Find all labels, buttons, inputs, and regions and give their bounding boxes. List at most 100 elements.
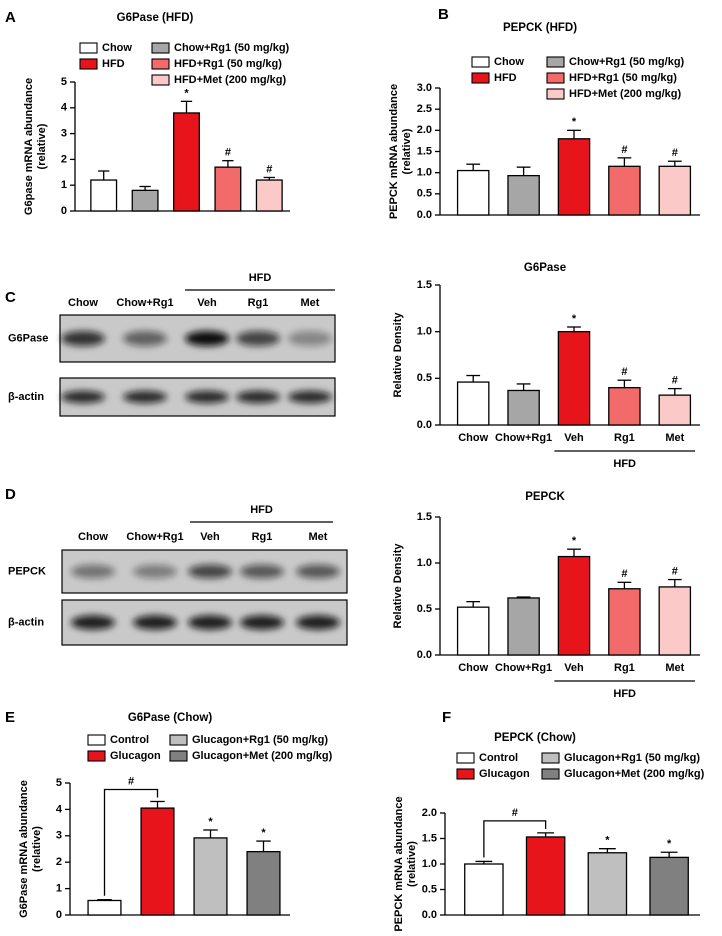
blot-group-label: HFD [249,272,272,284]
y-tick-label: 5 [61,76,67,88]
significance-marker: * [261,827,266,839]
lane-label: Veh [197,297,217,309]
significance-marker: * [184,87,189,99]
bar [255,179,283,212]
legend-label: Chow+Rg1 (50 mg/kg) [569,56,685,68]
y-tick-label: 5 [56,777,62,789]
bar [557,555,591,656]
blot-row-label: G6Pase [8,332,48,344]
legend-swatch [87,734,106,746]
blot-row-label: β-actin [8,616,44,628]
legend-label: Control [479,752,518,764]
legend-label: Glucagon+Rg1 (50 mg/kg) [192,734,328,746]
x-tick-label: Rg1 [614,432,635,444]
chart-title: G6Pase (Chow) [128,712,213,724]
y-tick-label: 1.0 [422,858,437,870]
y-tick-label: 4 [61,102,68,114]
blot-band [123,330,167,347]
y-tick-label: 1.5 [417,511,432,523]
legend-swatch [541,768,560,780]
comparison-bracket [483,820,547,858]
bar [456,381,490,426]
x-tick-label: Chow [458,432,488,444]
lane-label: Rg1 [248,297,269,309]
significance-marker: * [605,835,610,847]
blot-band [288,330,332,347]
significance-marker: # [225,147,231,159]
blot-band [61,390,105,404]
x-tick-label: Met [665,432,684,444]
significance-marker: * [208,816,213,828]
comparison-label: # [512,807,518,819]
y-tick-label: 4 [56,803,63,815]
blot-band [236,330,280,347]
chart-title: PEPCK (Chow) [494,732,576,744]
y-tick-label: 0.5 [417,188,432,200]
comparison-label: # [128,775,134,787]
legend-swatch [546,56,565,68]
legend-swatch [169,750,188,762]
y-tick-label: 0.0 [417,209,432,221]
bar [587,852,628,916]
blot-band [296,615,340,630]
bar [131,189,159,212]
group-label: HFD [613,458,636,470]
bar [608,588,641,656]
lane-label: Rg1 [252,531,273,543]
bar [608,387,641,426]
legend-label: Glucagon+Met (200 mg/kg) [192,750,333,762]
y-axis-label: PEPCK mRNA abundance [388,84,400,219]
y-tick-label: 0.5 [422,883,437,895]
bar [658,394,692,426]
legend-swatch [456,768,475,780]
y-tick-label: 3.0 [417,82,432,94]
y-axis-label: G6Pase mRNA abundance [18,780,30,918]
bar [193,837,228,916]
significance-marker: # [266,163,272,175]
y-axis-label: (relative) [36,123,48,169]
lane-label: Chow [78,531,108,543]
significance-marker: # [672,375,678,387]
y-axis-label: PEPCK mRNA abundance [393,796,405,931]
y-tick-label: 2.5 [417,103,432,115]
legend-swatch [471,72,490,84]
blot-band [71,564,115,579]
legend-swatch [79,42,98,54]
legend-swatch [79,58,98,70]
bar [173,112,200,212]
y-tick-label: 3 [61,128,67,140]
bar [658,165,692,216]
y-tick-label: 0.0 [422,909,437,921]
blot-band [185,330,229,347]
panel-letter: E [5,709,15,726]
y-tick-label: 0.5 [417,603,432,615]
lane-label: Chow [68,297,98,309]
significance-marker: # [672,565,678,577]
legend-label: HFD [102,58,125,70]
bar [557,138,591,216]
y-axis-label: (relative) [406,841,418,887]
bar [507,174,540,216]
blot-band [188,564,232,579]
y-tick-label: 1 [56,883,62,895]
x-tick-label: Met [665,662,684,674]
significance-marker: * [667,838,672,850]
y-tick-label: 0 [56,909,62,921]
legend-label: Glucagon [110,750,161,762]
legend-swatch [471,56,490,68]
bar [87,899,122,916]
significance-marker: * [572,313,577,325]
legend-label: HFD+Met (200 mg/kg) [174,74,286,86]
bar [456,169,490,216]
bar [90,179,118,212]
x-tick-label: Chow+Rg1 [495,662,552,674]
legend-swatch [151,58,170,70]
significance-marker: # [621,568,627,580]
blot-band [296,564,340,579]
y-axis-label: Relative Density [392,312,404,398]
significance-marker: # [672,147,678,159]
panel-letter: C [5,289,16,306]
x-tick-label: Rg1 [614,662,635,674]
blot-band [288,390,332,404]
